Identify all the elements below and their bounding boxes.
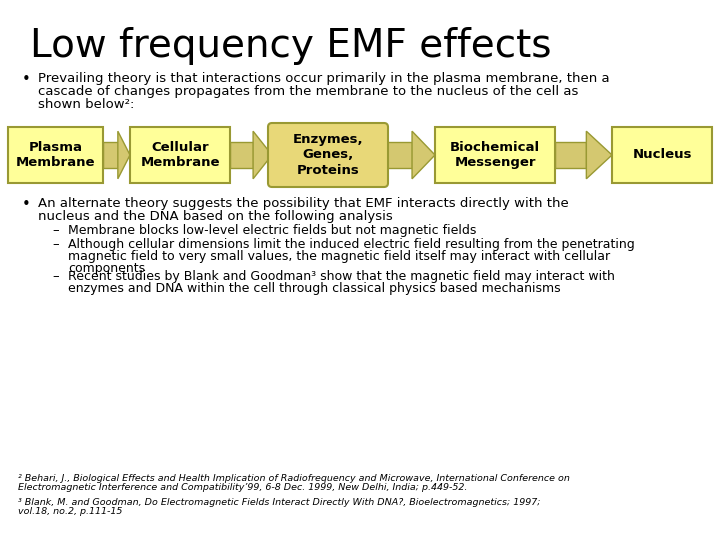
Bar <box>384 143 412 167</box>
Text: Biochemical
Messenger: Biochemical Messenger <box>450 141 540 169</box>
Text: nucleus and the DNA based on the following analysis: nucleus and the DNA based on the followi… <box>38 210 392 223</box>
Text: •: • <box>22 72 31 87</box>
Text: –: – <box>52 224 58 237</box>
Text: Prevailing theory is that interactions occur primarily in the plasma membrane, t: Prevailing theory is that interactions o… <box>38 72 610 85</box>
Text: Recent studies by Blank and Goodman³ show that the magnetic field may interact w: Recent studies by Blank and Goodman³ sho… <box>68 270 615 283</box>
Text: An alternate theory suggests the possibility that EMF interacts directly with th: An alternate theory suggests the possibi… <box>38 197 569 210</box>
Text: cascade of changes propagates from the membrane to the nucleus of the cell as: cascade of changes propagates from the m… <box>38 85 578 98</box>
Text: •: • <box>22 197 31 212</box>
Bar <box>130 127 230 183</box>
Text: ³ Blank, M. and Goodman, Do Electromagnetic Fields Interact Directly With DNA?, : ³ Blank, M. and Goodman, Do Electromagne… <box>18 498 541 507</box>
Text: enzymes and DNA within the cell through classical physics based mechanisms: enzymes and DNA within the cell through … <box>68 282 561 295</box>
FancyBboxPatch shape <box>268 123 388 187</box>
Bar <box>435 127 555 183</box>
Bar <box>230 143 253 167</box>
Text: –: – <box>52 238 58 251</box>
Text: –: – <box>52 270 58 283</box>
Text: magnetic field to very small values, the magnetic field itself may interact with: magnetic field to very small values, the… <box>68 250 610 263</box>
Text: Electromagnetic Interference and Compatibility’99, 6-8 Dec. 1999, New Delhi, Ind: Electromagnetic Interference and Compati… <box>18 483 467 492</box>
Bar <box>8 127 103 183</box>
Text: vol.18, no.2, p.111-15: vol.18, no.2, p.111-15 <box>18 507 122 516</box>
Text: Plasma
Membrane: Plasma Membrane <box>16 141 95 169</box>
Bar <box>103 143 118 167</box>
Text: Although cellular dimensions limit the induced electric field resulting from the: Although cellular dimensions limit the i… <box>68 238 635 251</box>
Polygon shape <box>118 131 130 179</box>
Text: Cellular
Membrane: Cellular Membrane <box>140 141 220 169</box>
Text: Low frequency EMF effects: Low frequency EMF effects <box>30 27 552 65</box>
Text: Nucleus: Nucleus <box>632 148 692 161</box>
Text: Enzymes,
Genes,
Proteins: Enzymes, Genes, Proteins <box>293 133 364 177</box>
Text: Membrane blocks low-level electric fields but not magnetic fields: Membrane blocks low-level electric field… <box>68 224 477 237</box>
Bar <box>612 127 712 183</box>
Polygon shape <box>253 131 272 179</box>
Text: shown below²:: shown below²: <box>38 98 135 111</box>
Bar <box>555 143 586 167</box>
Text: components: components <box>68 262 145 275</box>
Polygon shape <box>586 131 612 179</box>
Text: ² Behari, J., Biological Effects and Health Implication of Radiofrequency and Mi: ² Behari, J., Biological Effects and Hea… <box>18 474 570 483</box>
Polygon shape <box>412 131 435 179</box>
